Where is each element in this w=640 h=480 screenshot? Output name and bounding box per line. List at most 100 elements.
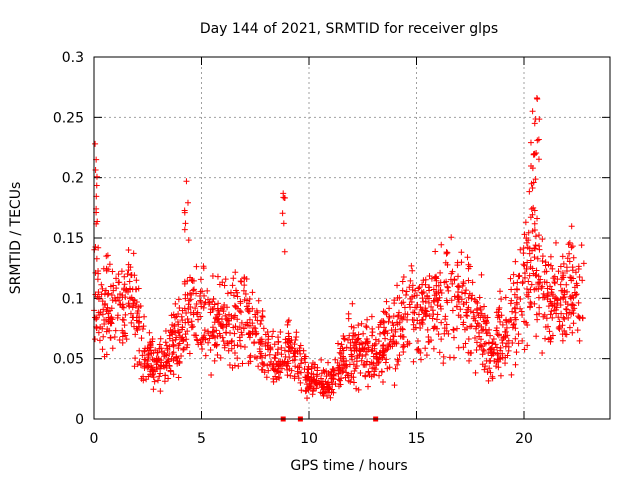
data-point [578,242,585,249]
data-point [355,386,362,393]
data-point [109,345,116,352]
data-point [238,319,245,326]
data-point [135,285,142,292]
data-point [565,241,572,248]
data-point [454,325,461,332]
data-point [268,358,275,365]
data-point [495,312,502,319]
data-point [527,257,534,264]
data-point [254,309,261,316]
data-point [413,304,420,311]
data-point [376,372,383,379]
data-point [96,293,103,300]
data-point [455,344,462,351]
data-point [297,379,304,386]
data-point [366,371,373,378]
data-point [162,351,169,358]
data-point [126,303,133,310]
data-point [224,290,231,297]
data-point [221,342,228,349]
data-point [451,293,458,300]
data-point [473,298,480,305]
data-point [285,348,292,355]
data-point [258,350,265,357]
data-point [521,262,528,269]
data-point [320,367,327,374]
data-point [560,260,567,267]
data-point [211,357,218,364]
data-point [485,350,492,357]
data-point [502,354,509,361]
data-point [529,108,536,115]
data-point [557,296,564,303]
data-point [178,313,185,320]
data-point [438,336,445,343]
data-point [575,265,582,272]
data-point [148,350,155,357]
data-point [495,364,502,371]
data-point [510,280,517,287]
data-point [262,352,269,359]
data-point [270,366,277,373]
data-point [443,297,450,304]
data-point [449,280,456,287]
data-point [125,247,132,254]
data-point [170,341,177,348]
data-point [173,334,180,341]
data-point [285,343,292,350]
data-point [222,312,229,319]
data-point [298,356,305,363]
data-point [386,364,393,371]
data-point [454,262,461,269]
data-point [234,355,241,362]
axis-ticks: 0 0.05 0.1 0.15 0.2 0.25 0.3 0 5 10 15 20 [53,50,610,447]
data-point [157,362,164,369]
data-point [243,303,250,310]
data-point [512,309,519,316]
data-point [115,271,122,278]
data-point [113,275,120,282]
data-point [234,316,241,323]
data-point [138,335,145,342]
data-point [365,383,372,390]
data-point [175,296,182,303]
data-point [504,332,511,339]
data-point [139,352,146,359]
data-point [438,289,445,296]
data-point [235,363,242,370]
data-point [101,317,108,323]
data-point [325,359,332,366]
data-point [121,281,128,288]
data-point [210,305,217,312]
data-point [136,347,143,354]
data-point [536,279,543,286]
data-point [172,300,179,307]
data-point [294,370,301,377]
data-point [395,358,402,365]
data-point [214,311,221,318]
data-point [264,346,271,353]
data-point [178,352,185,359]
data-point [152,347,159,354]
data-point [171,323,178,330]
data-point [161,378,168,385]
data-point [157,335,164,342]
data-point [394,361,401,368]
y-tick-label: 0 [75,412,84,428]
data-point [134,310,141,317]
data-point [469,292,476,299]
data-point [360,330,367,337]
data-point [561,294,568,301]
data-point [576,314,583,321]
data-point [531,207,538,214]
data-point [409,267,416,274]
data-point [529,165,536,172]
data-point [95,244,102,251]
x-tick-label: 5 [197,431,206,447]
data-point [363,339,370,346]
data-point [422,313,429,320]
data-point [117,291,124,298]
data-point [244,322,251,329]
data-point [237,298,244,305]
data-point [225,347,232,354]
